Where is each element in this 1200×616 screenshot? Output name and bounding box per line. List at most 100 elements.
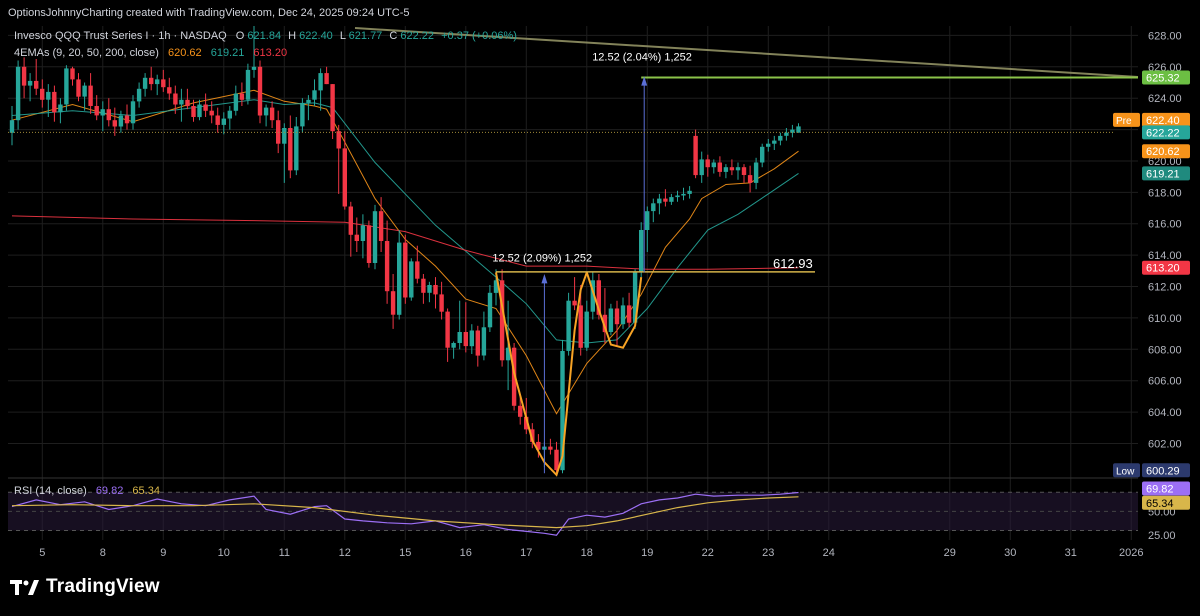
candle-body [336, 131, 341, 149]
high-label: H [288, 30, 296, 42]
candle-body [324, 73, 329, 85]
price-tag[interactable] [1142, 144, 1190, 159]
symbol-legend[interactable]: Invesco QQQ Trust Series I · 1h · NASDAQ… [14, 30, 517, 42]
candle-body [620, 305, 626, 325]
cup-curve-right [585, 272, 643, 349]
ema200-line [11, 215, 799, 270]
rsi-tag [1142, 495, 1190, 510]
candle-body [239, 93, 245, 100]
time-tick-label: 30 [1004, 547, 1016, 559]
candle-body [433, 285, 438, 295]
candle-body [21, 66, 27, 86]
attribution-text: OptionsJohnnyCharting created with Tradi… [8, 7, 410, 19]
candle-body [469, 330, 474, 347]
price-tag[interactable] [1142, 166, 1190, 181]
candle-body [142, 77, 148, 89]
time-tick-label: 9 [160, 547, 166, 559]
candle-body [257, 66, 263, 116]
time-tick-label: 11 [279, 547, 290, 559]
price-tick-label: 602.00 [1148, 439, 1182, 451]
candle-body [602, 314, 608, 333]
price-tag[interactable] [1142, 125, 1190, 140]
candle-body [657, 198, 662, 204]
trend-line [354, 27, 1139, 78]
change-value: +0.37 (+0.06%) [441, 30, 517, 42]
price-tick-label: 618.00 [1148, 187, 1182, 199]
time-tick-label: 18 [581, 547, 593, 559]
candle-body [645, 211, 650, 230]
candle-body [445, 311, 450, 348]
price-tag[interactable] [1142, 463, 1190, 478]
candle-body [427, 285, 432, 293]
candle-body [693, 135, 698, 176]
candle-body [149, 77, 154, 85]
candle-body [118, 115, 124, 127]
price-tag[interactable] [1142, 260, 1190, 275]
ema200-value: 613.20 [253, 47, 287, 59]
candle-body [753, 162, 759, 183]
candle-body [663, 198, 668, 202]
candle-body [687, 190, 692, 194]
price-tag-side [1113, 463, 1140, 478]
tradingview-brand[interactable]: TradingView [10, 576, 160, 598]
time-tick-label: 22 [702, 547, 714, 559]
time-axis[interactable]: 5 8 9 10 11 12 15 16 17 18 19 22 23 24 29 30 31 2026 [39, 547, 1143, 559]
candle-body [499, 280, 505, 361]
time-tick-label: 12 [339, 547, 351, 559]
price-tag-label: 622.40 [1146, 115, 1180, 127]
candle-body [106, 109, 111, 121]
ema-legend[interactable]: 4EMAs (9, 20, 50, 200, close) 620.62 619… [14, 47, 287, 59]
candle-body [179, 99, 184, 105]
ema-legend-label: 4EMAs (9, 20, 50, 200, close) [14, 47, 159, 59]
candle-body [614, 308, 620, 325]
price-tag-label: 622.22 [1146, 127, 1180, 139]
rsi-ma-line [11, 496, 799, 529]
grid-lines [8, 26, 1138, 540]
candle-body [675, 195, 680, 198]
candle-body [366, 225, 372, 263]
brand-name: TradingView [46, 576, 160, 597]
candle-body [772, 140, 777, 144]
candle-body [669, 197, 674, 202]
low-label: L [340, 30, 346, 42]
symbol-title: Invesco QQQ Trust Series I · 1h · NASDAQ [14, 30, 227, 42]
candle-body [590, 280, 595, 312]
chart-canvas[interactable]: 612.93 12.52 (2.09%) 1,252 12.52 (2.04%) 1… [0, 0, 1200, 568]
candle-body [463, 332, 468, 347]
price-tag[interactable] [1142, 70, 1190, 85]
rsi-tag-label: 65.34 [1146, 498, 1174, 510]
candle-body [245, 69, 251, 100]
candle-body [130, 101, 136, 124]
rsi-band-fill [8, 492, 1138, 531]
rsi-tag [1142, 481, 1190, 496]
candle-body [524, 416, 529, 430]
candle-body [578, 305, 583, 348]
candle-body [481, 327, 487, 356]
rsi-panel [11, 491, 799, 536]
candle-body [215, 115, 220, 125]
price-tag[interactable] [1142, 112, 1190, 127]
candle-body [681, 193, 686, 196]
candle-body [766, 143, 771, 147]
price-tag-label: 625.32 [1146, 73, 1180, 85]
candle-body [112, 120, 117, 127]
price-axis[interactable]: 602.00 604.00 606.00 608.00 610.00 612.00 614.… [1113, 30, 1190, 542]
price-tick-label: 608.00 [1148, 344, 1182, 356]
candle-body [52, 91, 57, 113]
time-tick-label: 24 [823, 547, 835, 559]
candle-body [348, 206, 353, 235]
price-tag-label: 613.20 [1146, 263, 1180, 275]
price-tick-label: 624.00 [1148, 93, 1182, 105]
price-tick-label: 606.00 [1148, 376, 1182, 388]
tradingview-logo-icon [10, 577, 40, 597]
open-value: 621.84 [247, 30, 281, 42]
candle-body [511, 347, 517, 406]
rsi-legend[interactable]: RSI (14, close) 69.82 65.34 [14, 485, 160, 497]
candle-body [735, 167, 741, 171]
candles [9, 26, 801, 475]
candle-body [372, 211, 378, 263]
candle-body [136, 88, 142, 102]
drawing-overlays: 612.93 12.52 (2.09%) 1,252 12.52 (2.04%) 1… [8, 27, 1139, 477]
candle-body [457, 332, 462, 343]
candle-body [173, 93, 178, 105]
